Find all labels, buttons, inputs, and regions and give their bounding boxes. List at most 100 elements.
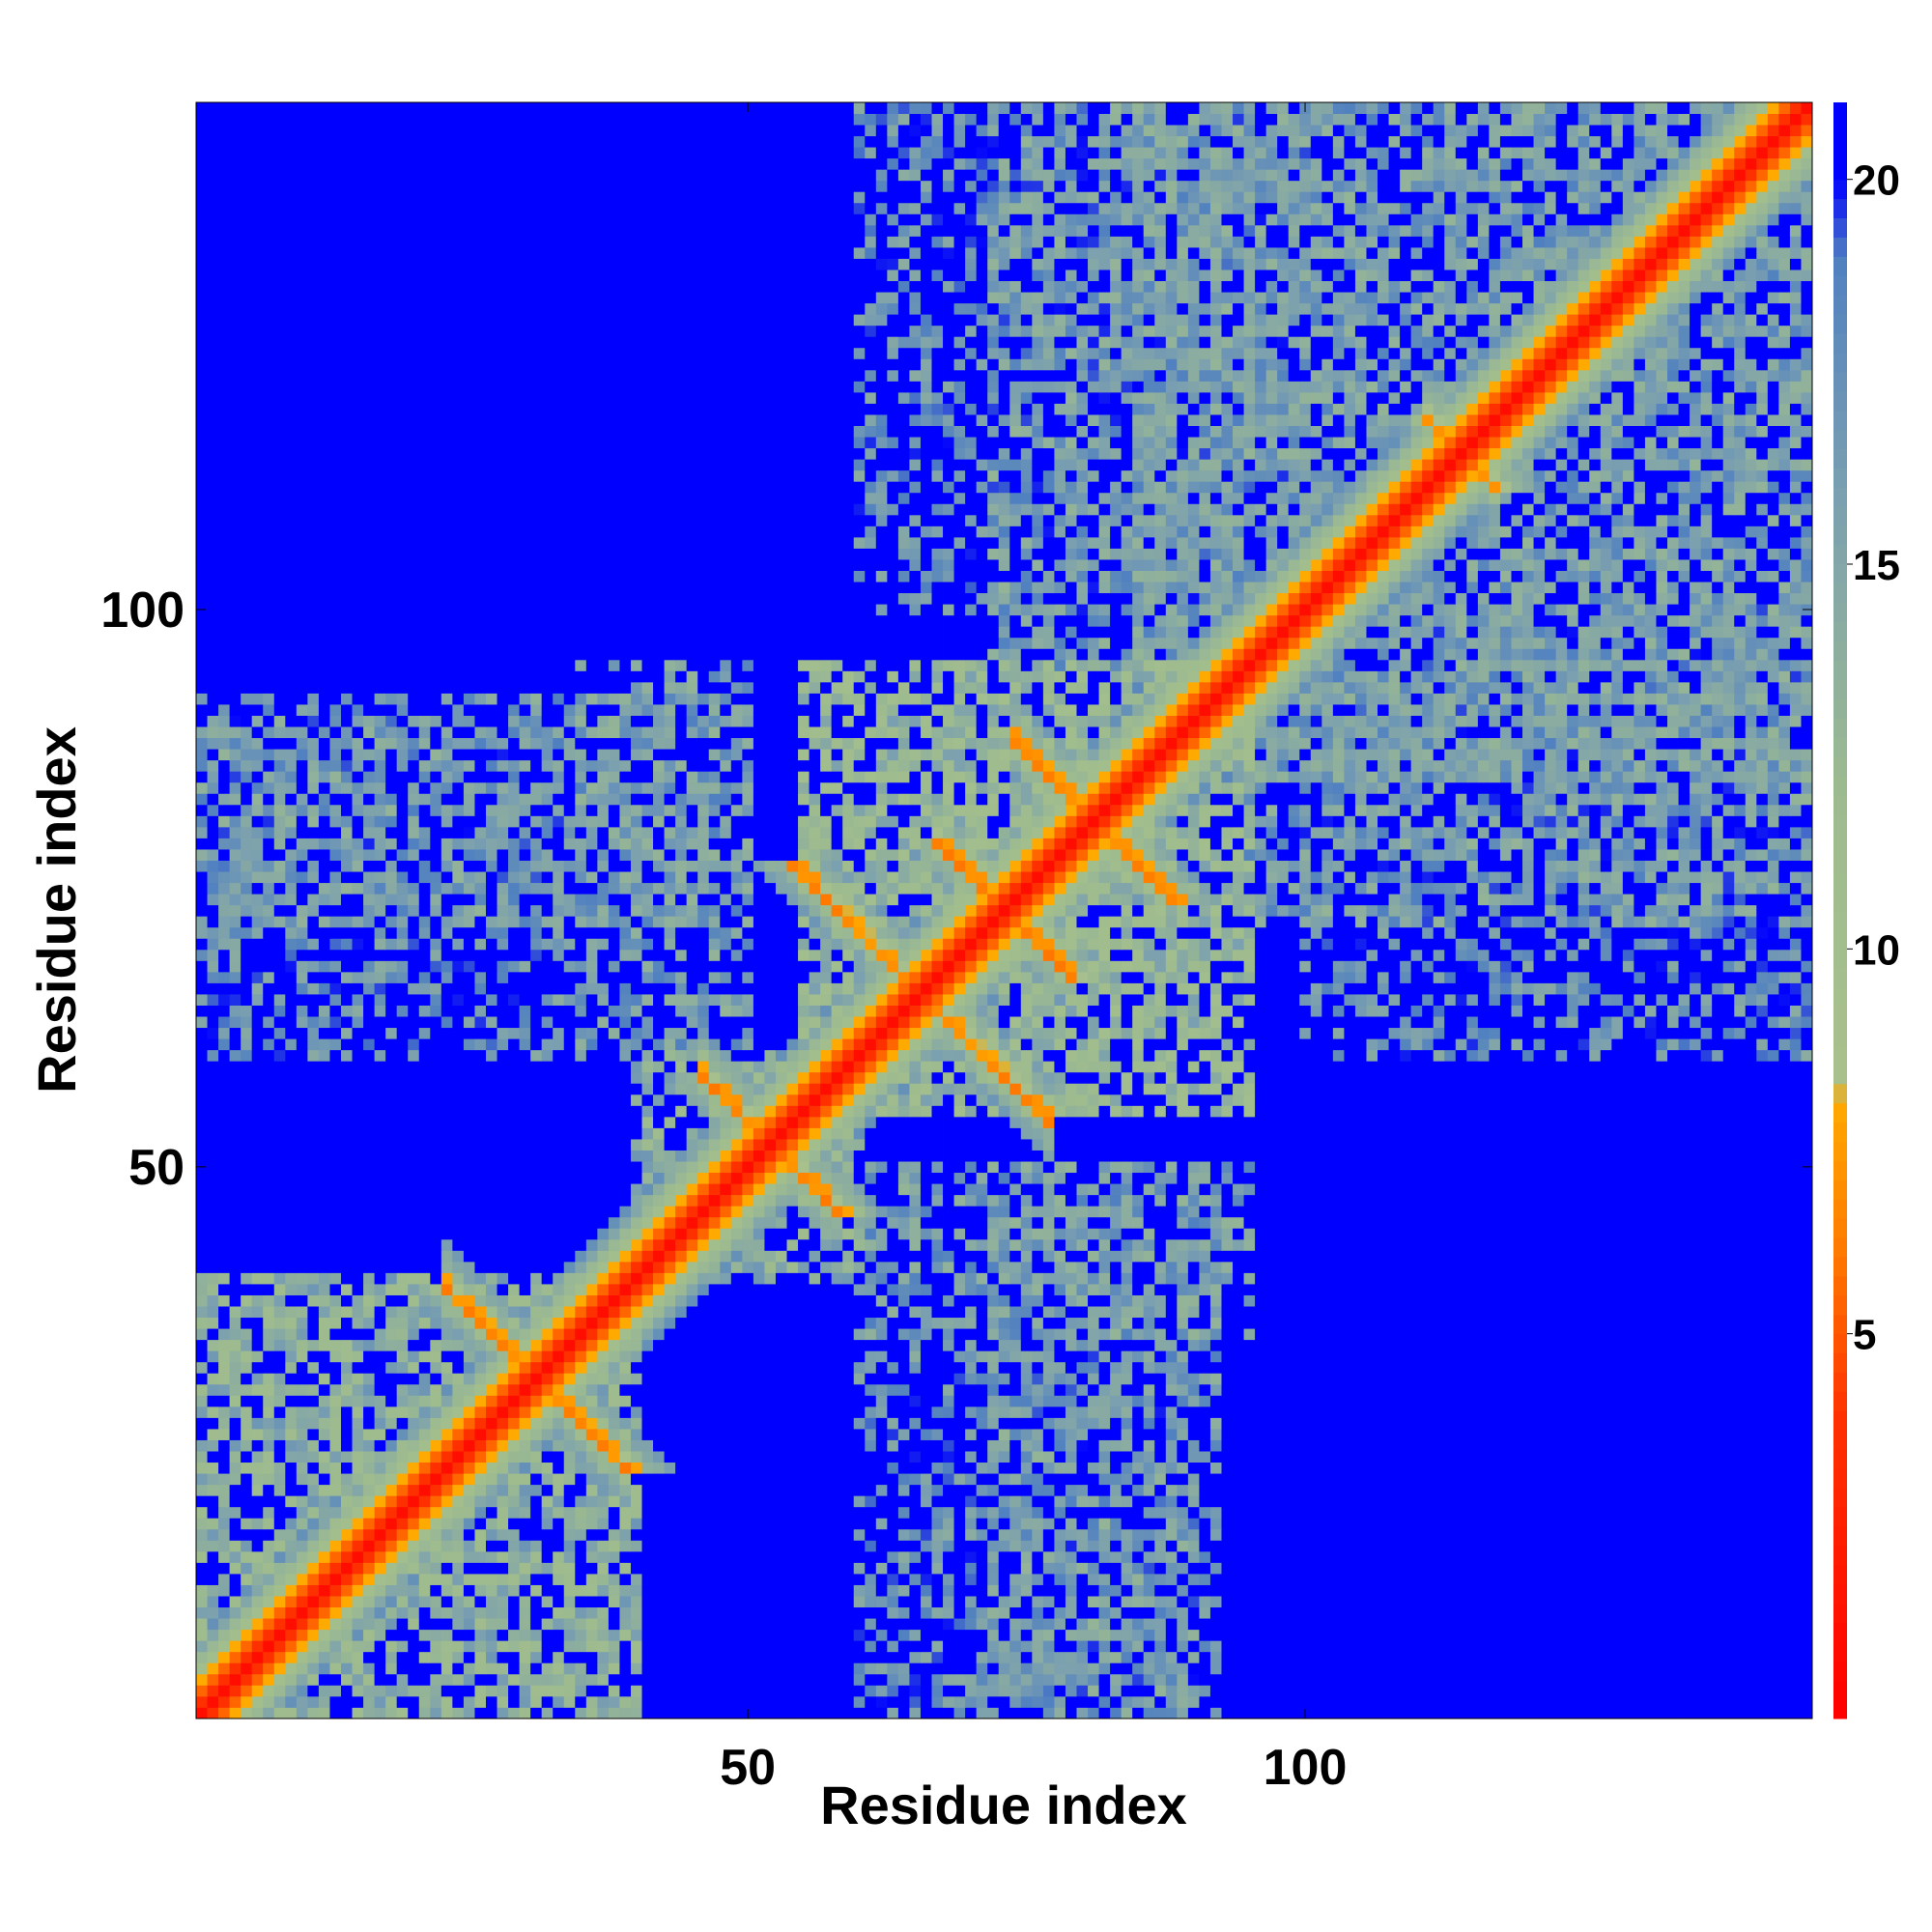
heatmap-cell xyxy=(1756,1540,1769,1552)
heatmap-cell xyxy=(463,1550,475,1563)
heatmap-cell xyxy=(909,1484,922,1496)
heatmap-cell xyxy=(1154,1695,1167,1708)
heatmap-cell xyxy=(842,1361,855,1374)
heatmap-cell xyxy=(742,1685,754,1697)
heatmap-cell xyxy=(563,1439,576,1452)
heatmap-cell xyxy=(396,1429,409,1440)
heatmap-cell xyxy=(1489,1707,1501,1719)
heatmap-cell xyxy=(953,1495,966,1508)
heatmap-cell xyxy=(1522,1662,1534,1675)
heatmap-cell xyxy=(753,1673,765,1686)
heatmap-cell xyxy=(1020,1640,1033,1653)
heatmap-cell xyxy=(920,1673,932,1686)
heatmap-cell xyxy=(374,1629,386,1641)
heatmap-cell xyxy=(686,1540,698,1552)
heatmap-cell xyxy=(1132,1707,1145,1719)
heatmap-cell xyxy=(1265,1562,1278,1575)
heatmap-cell xyxy=(1344,1439,1356,1452)
heatmap-cell xyxy=(1209,1695,1222,1708)
heatmap-cell xyxy=(619,1606,632,1619)
heatmap-cell xyxy=(1143,1406,1155,1418)
heatmap-cell xyxy=(1577,1506,1590,1519)
heatmap-cell xyxy=(1165,1395,1178,1407)
heatmap-cell xyxy=(1177,1339,1189,1351)
heatmap-cell xyxy=(385,1596,398,1608)
heatmap-cell xyxy=(273,1518,286,1530)
heatmap-cell xyxy=(251,1685,264,1697)
heatmap-cell xyxy=(1678,1451,1690,1463)
heatmap-cell xyxy=(965,1629,978,1641)
heatmap-cell xyxy=(1801,1596,1813,1608)
heatmap-cell xyxy=(1265,1506,1278,1519)
heatmap-cell xyxy=(742,1462,754,1474)
heatmap-cell xyxy=(708,1473,721,1486)
heatmap-cell xyxy=(853,1584,866,1597)
heatmap-cell xyxy=(1622,1685,1634,1697)
heatmap-cell xyxy=(218,1550,231,1563)
heatmap-cell xyxy=(775,1484,787,1496)
heatmap-cell xyxy=(943,1707,954,1719)
heatmap-cell xyxy=(497,1361,509,1374)
heatmap-cell xyxy=(485,1640,497,1653)
heatmap-cell xyxy=(1132,1584,1145,1597)
heatmap-cell xyxy=(1410,1439,1423,1452)
heatmap-cell xyxy=(1088,1473,1099,1486)
heatmap-cell xyxy=(452,1662,465,1675)
heatmap-cell xyxy=(374,1640,386,1653)
heatmap-cell xyxy=(1789,1707,1802,1719)
heatmap-cell xyxy=(1378,1518,1389,1530)
heatmap-cell xyxy=(1644,1629,1657,1641)
heatmap-cell xyxy=(887,1640,899,1653)
heatmap-cell xyxy=(976,1383,988,1396)
heatmap-cell xyxy=(318,1417,330,1430)
heatmap-cell xyxy=(1745,1695,1757,1708)
heatmap-cell xyxy=(720,1618,732,1631)
heatmap-cell xyxy=(318,1395,330,1407)
heatmap-cell xyxy=(1354,1417,1367,1430)
heatmap-cell xyxy=(597,1695,610,1708)
heatmap-cell xyxy=(307,1707,320,1719)
heatmap-cell xyxy=(641,1640,654,1653)
heatmap-cell xyxy=(430,1606,442,1619)
heatmap-cell xyxy=(585,1506,598,1519)
heatmap-cell xyxy=(920,1606,932,1619)
heatmap-cell xyxy=(1020,1695,1033,1708)
heatmap-cell xyxy=(352,1451,364,1463)
heatmap-cell xyxy=(1600,1584,1612,1597)
heatmap-cell xyxy=(619,1629,632,1641)
heatmap-cell xyxy=(1143,1673,1155,1686)
heatmap-cell xyxy=(730,1606,743,1619)
heatmap-cell xyxy=(497,1640,509,1653)
heatmap-cell xyxy=(1767,1361,1779,1374)
heatmap-cell xyxy=(909,1584,922,1597)
heatmap-cell xyxy=(786,1673,799,1686)
heatmap-cell xyxy=(875,1350,888,1363)
heatmap-cell xyxy=(798,1406,810,1418)
heatmap-cell xyxy=(585,1429,598,1440)
heatmap-cell xyxy=(1321,1574,1334,1585)
heatmap-cell xyxy=(887,1339,899,1351)
heatmap-cell xyxy=(1745,1429,1757,1440)
heatmap-cell xyxy=(1756,1584,1769,1597)
heatmap-cell xyxy=(753,1584,765,1597)
heatmap-cell xyxy=(1098,1439,1111,1452)
heatmap-cell xyxy=(1054,1584,1066,1597)
heatmap-cell xyxy=(1299,1462,1312,1474)
heatmap-cell xyxy=(931,1629,944,1641)
heatmap-cell xyxy=(553,1462,565,1474)
heatmap-cell xyxy=(920,1473,932,1486)
heatmap-cell xyxy=(809,1451,821,1463)
heatmap-cell xyxy=(1255,1574,1267,1585)
heatmap-cell xyxy=(1088,1596,1099,1608)
heatmap-cell xyxy=(508,1518,520,1530)
heatmap-cell xyxy=(1255,1495,1267,1508)
heatmap-cell xyxy=(1255,1417,1267,1430)
heatmap-cell xyxy=(1622,1506,1634,1519)
heatmap-cell xyxy=(1042,1395,1055,1407)
heatmap-cell xyxy=(1433,1673,1445,1686)
heatmap-cell xyxy=(1032,1506,1044,1519)
heatmap-cell xyxy=(329,1574,342,1585)
heatmap-cell xyxy=(720,1439,732,1452)
heatmap-cell xyxy=(697,1550,710,1563)
heatmap-cell xyxy=(775,1596,787,1608)
